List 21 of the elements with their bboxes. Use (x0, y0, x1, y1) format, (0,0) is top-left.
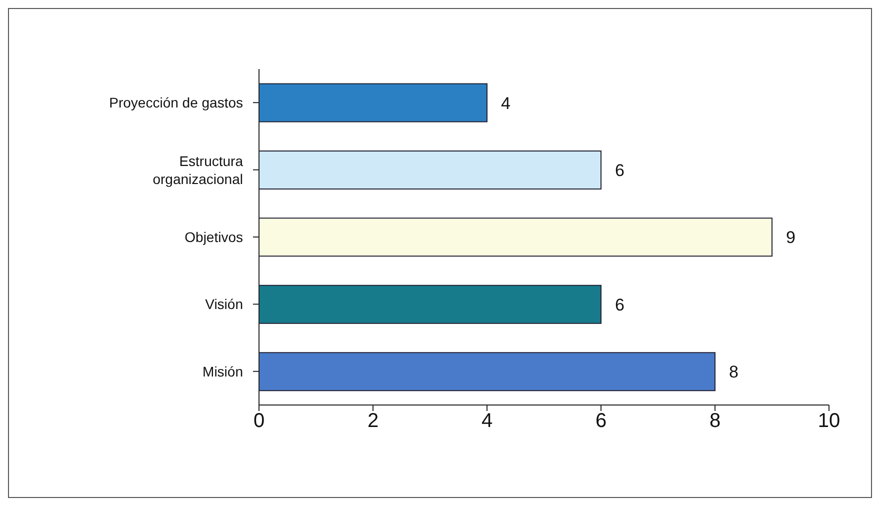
x-tick-label: 4 (481, 410, 493, 432)
data-label: 6 (615, 161, 624, 180)
y-tick-label: Misión (202, 363, 243, 380)
bar (259, 218, 772, 257)
x-tick-label: 2 (367, 410, 379, 432)
data-label: 9 (786, 228, 796, 248)
data-label: 6 (615, 295, 624, 314)
y-tick-label: Objetivos (184, 229, 243, 245)
x-tick-label: 8 (709, 410, 721, 432)
data-label: 4 (501, 94, 510, 113)
x-tick-label: 0 (253, 410, 265, 432)
y-tick-label: Visión (205, 296, 243, 312)
bar (259, 150, 602, 190)
bar (259, 284, 602, 324)
data-label: 8 (729, 362, 738, 382)
y-tick-label: Estructura organizacional (152, 152, 244, 187)
bar (259, 352, 716, 392)
x-tick-label: 10 (818, 410, 840, 432)
bar (259, 83, 488, 122)
y-tick-label: Proyección de gastos (109, 94, 243, 111)
x-tick-label: 6 (595, 410, 607, 432)
